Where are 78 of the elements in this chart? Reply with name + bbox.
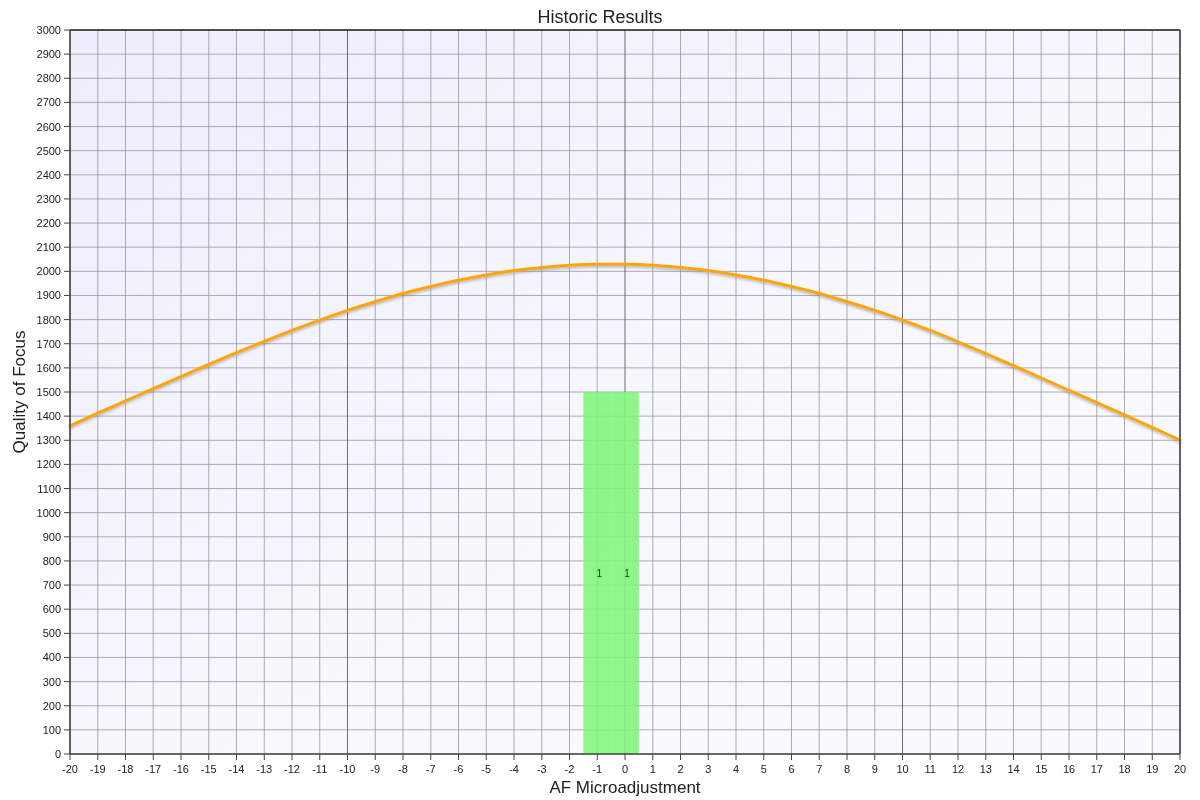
line-series bbox=[68, 262, 1182, 442]
y-tick-label: 2600 bbox=[36, 120, 61, 133]
x-tick-label: 10 bbox=[896, 763, 909, 775]
x-tick-label: 14 bbox=[1007, 763, 1020, 775]
x-tick-label: 6 bbox=[788, 763, 795, 775]
x-tick-label: 7 bbox=[816, 763, 823, 775]
y-tick-label: 1100 bbox=[37, 482, 61, 495]
x-tick-label: 4 bbox=[732, 763, 740, 775]
x-tick-label: 0 bbox=[621, 763, 629, 775]
x-tick-label: 17 bbox=[1090, 763, 1103, 775]
x-tick-label: 15 bbox=[1035, 763, 1048, 775]
x-tick-label: 1 bbox=[649, 763, 656, 775]
x-tick-label: -7 bbox=[425, 763, 436, 775]
chart-title: Historic Results bbox=[537, 7, 663, 27]
x-tick-label: 11 bbox=[924, 763, 936, 775]
y-tick-label: 1400 bbox=[36, 410, 61, 423]
y-tick-label: 2700 bbox=[36, 96, 61, 109]
y-tick-label: 1500 bbox=[36, 386, 61, 398]
x-tick-label: 19 bbox=[1146, 763, 1159, 775]
x-tick-label: 12 bbox=[951, 763, 965, 775]
x-tick-label: -17 bbox=[145, 763, 162, 775]
x-tick-label: -16 bbox=[173, 763, 189, 775]
x-tick-label: 13 bbox=[979, 763, 992, 775]
x-tick-label: -13 bbox=[256, 763, 273, 775]
y-tick-label: 2800 bbox=[36, 72, 61, 85]
y-tick-label: 2300 bbox=[36, 192, 61, 205]
y-tick-label: 2000 bbox=[36, 265, 61, 278]
y-tick-label: 2100 bbox=[36, 241, 61, 254]
y-tick-label: 100 bbox=[42, 723, 61, 736]
y-axis-title: Quality of Focus bbox=[9, 330, 29, 454]
y-tick-label: 1900 bbox=[36, 289, 61, 302]
x-axis-title: AF Microadjustment bbox=[549, 777, 701, 797]
x-tick-label: -19 bbox=[89, 763, 106, 775]
x-tick-label: -5 bbox=[481, 763, 492, 775]
x-tick-label: -15 bbox=[200, 763, 217, 775]
y-tick-label: 2500 bbox=[36, 144, 61, 157]
y-tick-label: 2400 bbox=[36, 168, 61, 181]
x-tick-label: -14 bbox=[228, 763, 245, 775]
x-tick-label: -6 bbox=[453, 763, 464, 775]
x-tick-label: -12 bbox=[284, 763, 300, 775]
x-tick-label: -1 bbox=[592, 763, 603, 775]
x-tick-label: -9 bbox=[370, 763, 381, 775]
x-tick-label: -11 bbox=[312, 763, 328, 775]
x-tick-label: -4 bbox=[509, 763, 519, 775]
y-tick-label: 300 bbox=[42, 675, 61, 688]
x-tick-label: 9 bbox=[871, 763, 878, 775]
x-tick-label: -10 bbox=[339, 763, 356, 775]
x-tick-label: 20 bbox=[1173, 763, 1187, 775]
y-tick-label: 800 bbox=[42, 554, 61, 567]
x-tick-label: 16 bbox=[1062, 763, 1076, 775]
y-tick-label: 1300 bbox=[36, 434, 61, 447]
y-tick-label: 1000 bbox=[36, 506, 61, 519]
y-tick-label: 1200 bbox=[36, 458, 61, 471]
x-tick-label: 3 bbox=[705, 763, 712, 775]
y-tick-label: 1600 bbox=[36, 361, 61, 374]
y-tick-label: 3000 bbox=[36, 24, 61, 36]
y-tick-label: 1700 bbox=[36, 337, 61, 350]
y-tick-label: 600 bbox=[42, 603, 61, 616]
y-tick-label: 0 bbox=[54, 748, 61, 760]
y-tick-label: 2900 bbox=[36, 48, 61, 61]
x-tick-label: -20 bbox=[62, 763, 78, 775]
x-tick-label: -3 bbox=[536, 763, 547, 775]
y-tick-label: 900 bbox=[42, 530, 61, 543]
x-tick-label: -2 bbox=[564, 763, 575, 775]
y-tick-label: 400 bbox=[42, 651, 61, 664]
x-tick-label: 8 bbox=[843, 763, 851, 775]
x-tick-label: 5 bbox=[760, 763, 767, 775]
y-tick-label: 200 bbox=[42, 699, 61, 712]
data-label: 1 bbox=[624, 567, 631, 579]
y-tick-label: 2200 bbox=[36, 217, 61, 230]
y-tick-label: 1800 bbox=[36, 313, 61, 326]
x-tick-label: 2 bbox=[677, 763, 684, 775]
x-tick-label: -8 bbox=[398, 763, 408, 775]
y-tick-label: 700 bbox=[42, 579, 61, 592]
x-tick-label: -18 bbox=[117, 763, 134, 775]
y-tick-label: 500 bbox=[42, 627, 61, 640]
data-label: 1 bbox=[596, 567, 603, 579]
x-tick-label: 18 bbox=[1118, 763, 1131, 775]
